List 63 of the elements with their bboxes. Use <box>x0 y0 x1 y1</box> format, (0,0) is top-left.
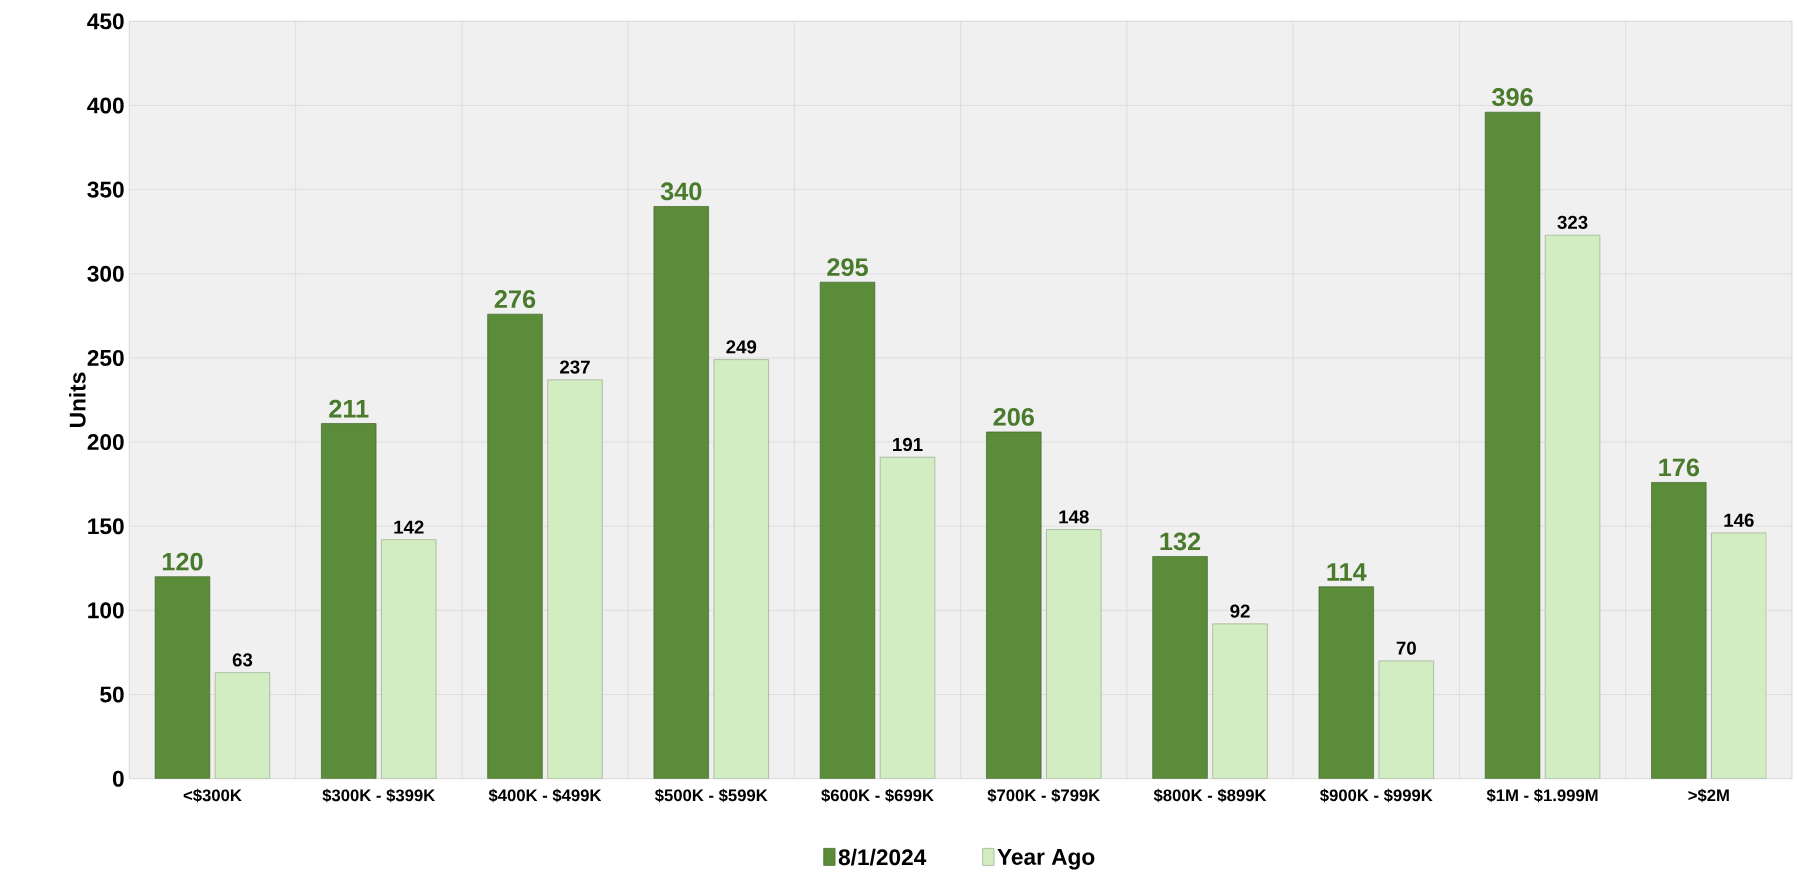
data-label: 295 <box>827 258 868 277</box>
x-tick-label: $800K - $899K <box>1153 788 1267 803</box>
y-tick-label: 300 <box>87 265 124 282</box>
bar <box>381 539 437 779</box>
bar <box>1544 234 1601 779</box>
bar <box>653 206 709 779</box>
x-tick-label: $500K - $599K <box>654 788 768 803</box>
bar <box>879 456 936 779</box>
bar <box>713 359 769 779</box>
bar <box>487 313 543 779</box>
y-tick-label: 450 <box>87 13 124 30</box>
x-tick-label: $600K - $699K <box>821 788 934 803</box>
bar <box>986 431 1042 779</box>
y-tick-label: 200 <box>87 434 124 451</box>
data-label: 92 <box>1230 604 1250 618</box>
bar <box>1651 482 1707 779</box>
y-tick-label: 100 <box>88 602 124 619</box>
x-tick-label: $300K - $399K <box>322 788 436 803</box>
data-label: 63 <box>232 653 253 667</box>
bar <box>1484 111 1541 779</box>
bar <box>1046 529 1102 779</box>
x-tick-label: $400K - $499K <box>488 788 602 803</box>
data-label: 148 <box>1059 510 1089 524</box>
x-tick-label: $700K - $799K <box>987 788 1101 803</box>
y-tick-label: 50 <box>100 686 124 703</box>
bar <box>214 672 271 779</box>
bar <box>154 576 211 779</box>
data-label: 237 <box>560 360 590 374</box>
bar <box>1318 586 1374 779</box>
data-label: 206 <box>993 407 1034 426</box>
y-tick-label: 0 <box>112 770 124 787</box>
y-tick-label: 250 <box>87 349 124 366</box>
y-tick-label: 350 <box>87 181 124 198</box>
bar <box>1711 532 1767 779</box>
bar <box>1212 623 1268 779</box>
legend-label: Year Ago <box>997 849 1095 870</box>
x-tick-label: $1M - $1.999M <box>1486 788 1598 803</box>
x-tick-label: >$2M <box>1688 788 1729 803</box>
y-tick-label: 400 <box>87 97 124 114</box>
data-label: 249 <box>726 340 757 354</box>
data-label: 70 <box>1396 641 1416 655</box>
bar <box>547 379 603 779</box>
data-label: 340 <box>660 182 702 201</box>
data-label: 146 <box>1724 513 1754 527</box>
y-tick-label: 150 <box>88 518 124 535</box>
data-label: 132 <box>1160 532 1201 551</box>
data-label: 176 <box>1659 458 1700 477</box>
data-label: 396 <box>1492 88 1533 107</box>
y-axis-title: Units <box>69 372 86 427</box>
legend-label: 8/1/2024 <box>838 848 927 866</box>
data-label: 191 <box>893 437 923 452</box>
bar <box>1152 556 1208 779</box>
bar <box>321 423 377 779</box>
data-label: 142 <box>394 520 424 534</box>
data-label: 323 <box>1557 215 1588 229</box>
data-label: 114 <box>1327 563 1367 581</box>
data-label: 276 <box>494 290 536 309</box>
data-label: 211 <box>329 399 369 418</box>
bar <box>1378 660 1434 779</box>
bar <box>819 281 876 779</box>
data-label: 120 <box>162 552 203 571</box>
x-tick-label: <$300K <box>183 788 242 803</box>
x-tick-label: $900K - $999K <box>1320 788 1433 803</box>
